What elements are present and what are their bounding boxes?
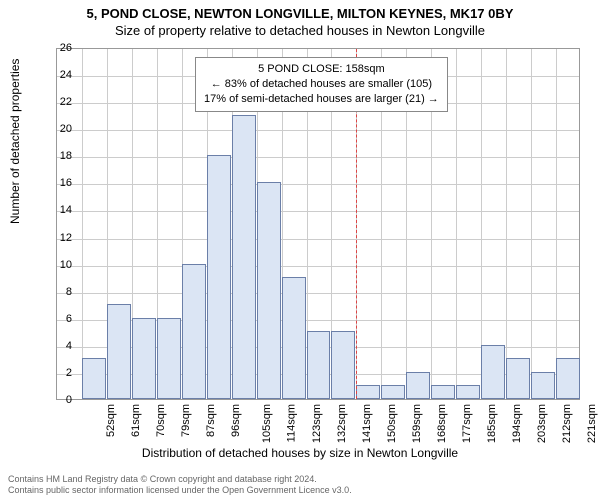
gridline-h — [57, 130, 579, 131]
x-tick: 61sqm — [130, 404, 142, 437]
annotation-line3: 17% of semi-detached houses are larger (… — [204, 92, 439, 107]
histogram-bar — [456, 385, 480, 399]
histogram-bar — [207, 155, 231, 399]
annotation-line1: 5 POND CLOSE: 158sqm — [204, 62, 439, 77]
x-tick: 79sqm — [180, 404, 192, 437]
y-tick: 24 — [32, 69, 72, 81]
x-tick: 87sqm — [205, 404, 217, 437]
histogram-bar — [531, 372, 555, 399]
histogram-bar — [107, 304, 131, 399]
histogram-bar — [356, 385, 380, 399]
y-tick: 20 — [32, 123, 72, 135]
histogram-bar — [82, 358, 106, 399]
histogram-bar — [331, 331, 355, 399]
gridline-v — [506, 49, 507, 399]
x-tick: 70sqm — [155, 404, 167, 437]
y-tick: 2 — [32, 367, 72, 379]
y-tick: 14 — [32, 204, 72, 216]
gridline-h — [57, 157, 579, 158]
histogram-bar — [406, 372, 430, 399]
y-tick: 10 — [32, 259, 72, 271]
chart-title: 5, POND CLOSE, NEWTON LONGVILLE, MILTON … — [0, 0, 600, 21]
chart-plot-area: 5 POND CLOSE: 158sqm ← 83% of detached h… — [56, 48, 580, 400]
chart-subtitle: Size of property relative to detached ho… — [0, 21, 600, 38]
x-tick: 105sqm — [261, 404, 273, 443]
x-tick: 159sqm — [411, 404, 423, 443]
x-tick: 185sqm — [486, 404, 498, 443]
y-tick: 16 — [32, 177, 72, 189]
histogram-bar — [381, 385, 405, 399]
x-tick: 221sqm — [586, 404, 598, 443]
footer-line2: Contains public sector information licen… — [8, 485, 352, 496]
histogram-bar — [182, 264, 206, 399]
gridline-h — [57, 239, 579, 240]
histogram-bar — [157, 318, 181, 399]
histogram-bar — [232, 115, 256, 399]
gridline-h — [57, 211, 579, 212]
histogram-bar — [481, 345, 505, 399]
gridline-v — [82, 49, 83, 399]
y-tick: 26 — [32, 42, 72, 54]
y-axis-label: Number of detached properties — [8, 59, 22, 224]
x-tick: 52sqm — [106, 404, 118, 437]
x-tick: 114sqm — [285, 404, 297, 442]
gridline-v — [556, 49, 557, 399]
footer-line1: Contains HM Land Registry data © Crown c… — [8, 474, 352, 485]
gridline-h — [57, 184, 579, 185]
histogram-bar — [307, 331, 331, 399]
y-tick: 6 — [32, 313, 72, 325]
gridline-h — [57, 266, 579, 267]
x-tick: 96sqm — [230, 404, 242, 437]
x-tick: 177sqm — [461, 404, 473, 443]
gridline-v — [531, 49, 532, 399]
annotation-box: 5 POND CLOSE: 158sqm ← 83% of detached h… — [195, 57, 448, 112]
gridline-h — [57, 293, 579, 294]
footer-text: Contains HM Land Registry data © Crown c… — [8, 474, 352, 496]
annotation-line2: ← 83% of detached houses are smaller (10… — [204, 77, 439, 92]
histogram-bar — [257, 182, 281, 399]
x-tick: 203sqm — [536, 404, 548, 443]
y-tick: 0 — [32, 394, 72, 406]
x-axis-label: Distribution of detached houses by size … — [0, 446, 600, 460]
x-tick: 150sqm — [386, 404, 398, 443]
histogram-bar — [132, 318, 156, 399]
y-tick: 18 — [32, 150, 72, 162]
x-tick: 194sqm — [511, 404, 523, 443]
histogram-bar — [506, 358, 530, 399]
y-tick: 4 — [32, 340, 72, 352]
x-tick: 141sqm — [361, 404, 373, 443]
y-tick: 8 — [32, 286, 72, 298]
gridline-v — [456, 49, 457, 399]
x-tick: 168sqm — [436, 404, 448, 443]
x-tick: 212sqm — [561, 404, 573, 443]
x-tick: 132sqm — [336, 404, 348, 443]
histogram-bar — [431, 385, 455, 399]
histogram-bar — [282, 277, 306, 399]
y-tick: 12 — [32, 232, 72, 244]
histogram-bar — [556, 358, 580, 399]
y-tick: 22 — [32, 96, 72, 108]
x-tick: 123sqm — [311, 404, 323, 443]
